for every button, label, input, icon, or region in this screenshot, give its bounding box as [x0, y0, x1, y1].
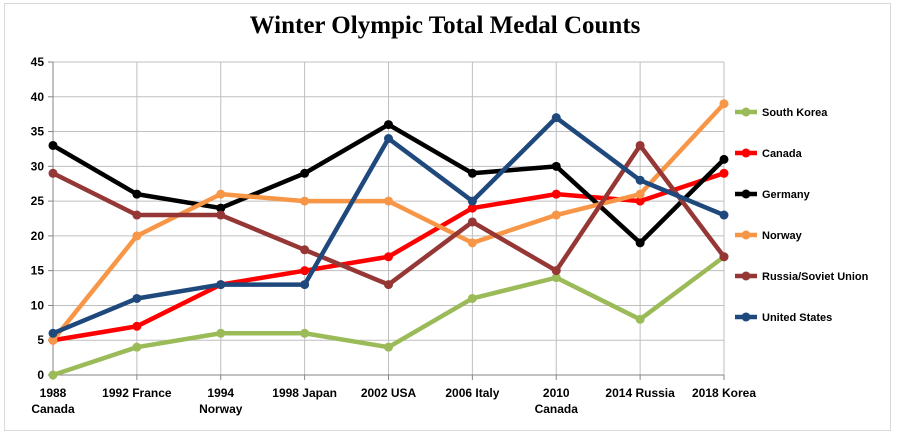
- data-point-norway: [467, 238, 477, 248]
- data-point-united-states: [551, 113, 561, 123]
- x-tick-label: 2018 Korea: [692, 386, 756, 400]
- x-tick-label: Canada: [31, 402, 75, 416]
- data-point-russia-soviet-union: [719, 252, 729, 262]
- legend-label-united-states: United States: [762, 312, 832, 324]
- data-point-canada: [384, 252, 393, 262]
- legend-label-canada: Canada: [762, 148, 803, 160]
- x-tick-label: 2006 Italy: [445, 386, 499, 400]
- y-tick-label: 0: [37, 368, 44, 382]
- data-point-united-states: [48, 328, 58, 338]
- x-tick-label: Canada: [535, 402, 579, 416]
- data-point-norway: [48, 335, 58, 345]
- data-point-united-states: [132, 293, 142, 303]
- y-tick-label: 10: [31, 298, 45, 312]
- data-point-south-korea: [551, 273, 561, 283]
- data-point-germany: [551, 161, 561, 171]
- data-point-united-states: [719, 210, 729, 220]
- data-point-germany: [467, 168, 477, 178]
- x-tick-label: 1998 Japan: [272, 386, 337, 400]
- data-point-south-korea: [132, 342, 142, 352]
- y-tick-label: 20: [31, 229, 45, 243]
- data-point-russia-soviet-union: [384, 280, 393, 290]
- data-point-united-states: [467, 196, 477, 206]
- data-point-united-states: [216, 280, 226, 290]
- y-tick-label: 15: [31, 264, 45, 278]
- legend-marker-russia-soviet-union: [741, 271, 751, 281]
- data-point-germany: [216, 203, 226, 213]
- data-point-canada: [132, 321, 142, 331]
- series-lines: [48, 99, 729, 380]
- legend-label-russia-soviet-union: Russia/Soviet Union: [762, 271, 869, 283]
- data-point-russia-soviet-union: [635, 140, 645, 150]
- data-point-russia-soviet-union: [551, 266, 561, 276]
- legend-label-germany: Germany: [762, 189, 811, 201]
- axes: [48, 61, 725, 380]
- y-tick-label: 40: [31, 90, 45, 104]
- data-point-united-states: [384, 134, 393, 144]
- data-point-canada: [300, 266, 310, 276]
- data-point-norway: [216, 189, 226, 199]
- data-point-south-korea: [216, 328, 226, 338]
- data-point-south-korea: [467, 293, 477, 303]
- x-tick-label: 2014 Russia: [605, 386, 675, 400]
- data-point-norway: [384, 196, 393, 206]
- x-tick-label: 1994: [207, 386, 234, 400]
- x-axis-ticks: 1988 Canada 1992 France 1994 Norway 1998 Japa…: [31, 386, 756, 416]
- x-tick-label: Norway: [199, 402, 243, 416]
- data-point-russia-soviet-union: [132, 210, 142, 220]
- data-point-germany: [635, 238, 645, 248]
- x-tick-label: 1992 France: [102, 386, 172, 400]
- y-tick-label: 25: [31, 194, 45, 208]
- data-point-russia-soviet-union: [300, 245, 310, 255]
- data-point-russia-soviet-union: [48, 168, 58, 178]
- legend-marker-united-states: [741, 312, 751, 322]
- data-point-norway: [300, 196, 310, 206]
- y-tick-label: 35: [31, 125, 45, 139]
- data-point-norway: [551, 210, 561, 220]
- data-point-germany: [300, 168, 310, 178]
- data-point-south-korea: [635, 314, 645, 324]
- legend-label-south-korea: South Korea: [762, 107, 828, 119]
- data-point-russia-soviet-union: [216, 210, 226, 220]
- y-tick-label: 30: [31, 159, 45, 173]
- y-axis-ticks: 0 5 10 15 20 25 30 35 40 45: [31, 55, 45, 382]
- x-tick-label: 1988: [40, 386, 67, 400]
- data-point-united-states: [300, 280, 310, 290]
- data-point-norway: [635, 189, 645, 199]
- data-point-norway: [132, 231, 142, 241]
- y-tick-label: 5: [37, 333, 44, 347]
- legend-marker-south-korea: [741, 107, 751, 117]
- legend: South Korea Canada Germany Norway Russia/Sov…: [735, 107, 869, 324]
- data-point-south-korea: [300, 328, 310, 338]
- data-point-south-korea: [384, 342, 393, 352]
- legend-label-norway: Norway: [762, 230, 803, 242]
- data-point-germany: [48, 140, 58, 150]
- y-tick-label: 45: [31, 55, 45, 69]
- legend-marker-canada: [741, 148, 751, 158]
- gridlines: [53, 61, 725, 375]
- data-point-germany: [132, 189, 142, 199]
- data-point-canada: [719, 168, 729, 178]
- data-point-canada: [467, 203, 477, 213]
- data-point-germany: [384, 120, 393, 130]
- legend-marker-norway: [741, 230, 751, 240]
- x-tick-label: 2010: [543, 386, 570, 400]
- x-tick-label: 2002 USA: [361, 386, 417, 400]
- data-point-norway: [719, 99, 729, 109]
- chart-title: Winter Olympic Total Medal Counts: [249, 12, 641, 39]
- data-point-russia-soviet-union: [467, 217, 477, 227]
- data-point-south-korea: [48, 370, 58, 380]
- data-point-united-states: [635, 175, 645, 185]
- data-point-canada: [551, 189, 561, 199]
- data-point-germany: [719, 154, 729, 164]
- legend-marker-germany: [741, 189, 751, 199]
- data-point-canada: [635, 196, 645, 206]
